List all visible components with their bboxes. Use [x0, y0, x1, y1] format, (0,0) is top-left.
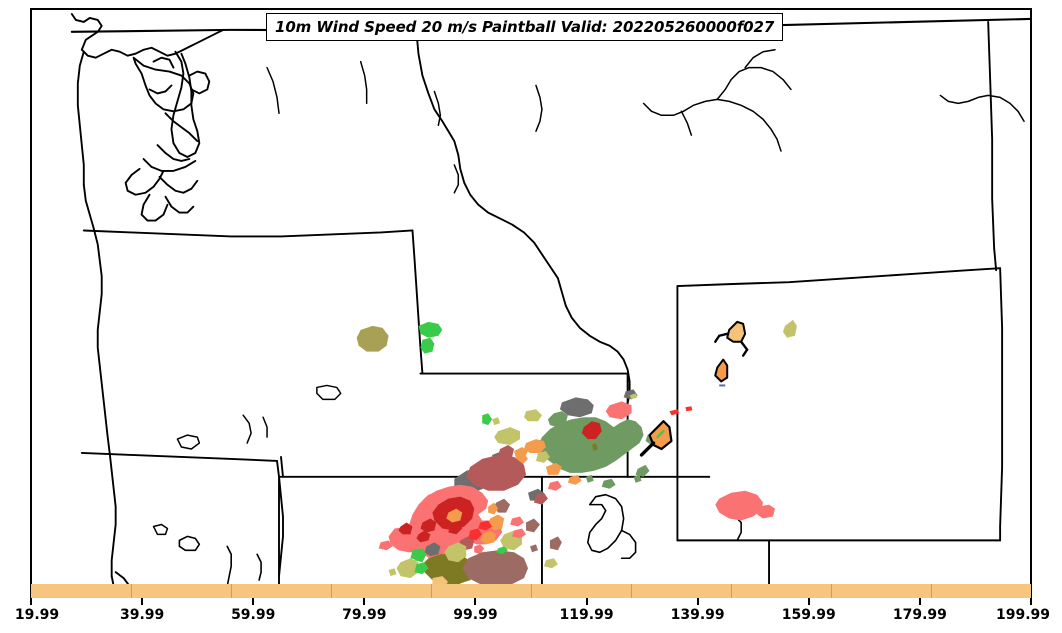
colorbar	[31, 584, 1031, 598]
x-tick-label: 139.99	[670, 607, 725, 623]
x-tick-label: 179.99	[892, 607, 947, 623]
paintball-speck-group	[492, 417, 642, 553]
colorbar-divider	[131, 584, 132, 598]
x-tick-mark	[585, 598, 588, 605]
plot-title-box: 10m Wind Speed 20 m/s Paintball Valid: 2…	[266, 13, 784, 41]
x-tick-mark	[141, 598, 144, 605]
x-tick-mark	[807, 598, 810, 605]
x-tick-mark	[474, 598, 477, 605]
x-tick-mark	[1030, 598, 1032, 605]
colorbar-divider	[431, 584, 432, 598]
x-tick-mark	[918, 598, 921, 605]
page-title: 10m Wind Speed 20 m/s Paintball Valid: 2…	[275, 18, 775, 36]
x-tick-mark	[363, 598, 366, 605]
paintball-blob-group-main-red	[378, 484, 562, 567]
x-tick-mark	[30, 598, 32, 605]
colorbar-divider	[931, 584, 932, 598]
x-tick-mark	[252, 598, 255, 605]
x-tick-label: 39.99	[119, 607, 165, 623]
x-tick-label: 119.99	[559, 607, 614, 623]
colorbar-divider	[731, 584, 732, 598]
colorbar-divider	[631, 584, 632, 598]
colorbar-divider	[531, 584, 532, 598]
x-tick-label: 99.99	[453, 607, 498, 623]
ensemble-paintball-layer	[356, 319, 797, 589]
paintball-blob-isolated-southeast	[715, 490, 776, 521]
x-tick-label: 199.99	[995, 607, 1051, 623]
x-tick-label: 159.99	[781, 607, 836, 623]
paintball-blob-group-colorado	[623, 319, 797, 400]
paintball-blob-group-north	[356, 321, 443, 354]
paintball-marker-cone	[639, 406, 693, 457]
basemap-layer	[70, 13, 1030, 595]
x-tick-label: 59.99	[231, 607, 276, 623]
colorbar-divider	[831, 584, 832, 598]
x-axis: 19.99 39.99 59.99 79.99 99.99 119.99 139.99 159…	[0, 598, 1062, 633]
x-tick-mark	[696, 598, 699, 605]
colorbar-divider	[331, 584, 332, 598]
colorbar-divider	[231, 584, 232, 598]
x-tick-label: 79.99	[342, 607, 387, 623]
map-plot-area	[30, 8, 1032, 598]
paintball-blob-group-south	[388, 520, 558, 589]
x-tick-label: 19.99	[14, 607, 60, 623]
